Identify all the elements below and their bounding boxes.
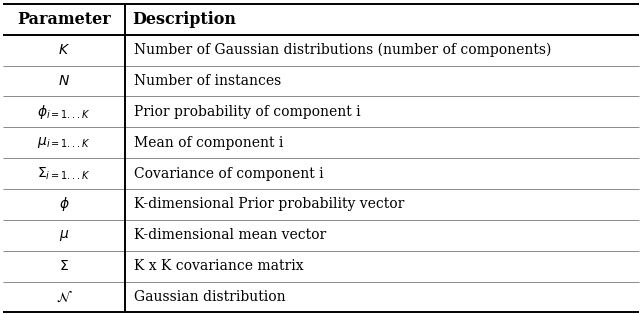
Text: Covariance of component i: Covariance of component i [134,166,323,181]
Text: Prior probability of component i: Prior probability of component i [134,105,360,119]
Text: $\phi$: $\phi$ [59,195,69,214]
Text: Number of Gaussian distributions (number of components): Number of Gaussian distributions (number… [134,43,551,57]
Text: $N$: $N$ [58,74,70,88]
Text: $\Sigma_{i=1...K}$: $\Sigma_{i=1...K}$ [37,165,91,182]
Text: $\mathcal{N}$: $\mathcal{N}$ [56,289,72,305]
Text: Parameter: Parameter [17,11,111,28]
Text: $\Sigma$: $\Sigma$ [59,259,69,273]
Text: Number of instances: Number of instances [134,74,281,88]
Text: Description: Description [132,11,237,28]
Text: $K$: $K$ [58,43,70,57]
Text: $\mu$: $\mu$ [59,228,69,243]
Text: Gaussian distribution: Gaussian distribution [134,290,285,304]
Text: K x K covariance matrix: K x K covariance matrix [134,259,303,273]
Text: $\mu_{i=1...K}$: $\mu_{i=1...K}$ [37,135,91,150]
Text: $\phi_{i=1...K}$: $\phi_{i=1...K}$ [37,103,91,121]
Text: K-dimensional mean vector: K-dimensional mean vector [134,228,326,242]
Text: Mean of component i: Mean of component i [134,136,283,150]
Text: K-dimensional Prior probability vector: K-dimensional Prior probability vector [134,198,404,211]
